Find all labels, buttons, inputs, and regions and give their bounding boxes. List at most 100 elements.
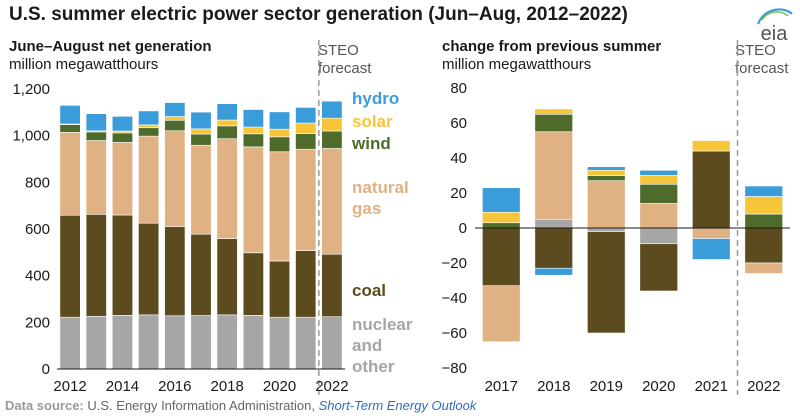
right-bar-2020-coal [639, 243, 678, 292]
right-bar-2019-wind [587, 175, 626, 182]
right-bar-2017-natural-gas [482, 285, 521, 343]
left-bar-2019-solar [242, 126, 264, 135]
right-x-tick-label-2021: 2021 [695, 378, 728, 395]
legend-nuclear-and-other-line-2: and [352, 336, 382, 355]
right-bar-2017-hydro [482, 187, 521, 213]
right-y-tick-label-40: 40 [450, 150, 467, 167]
right-bar-2022-hydro [744, 185, 783, 197]
right-y-tick-label-20: 20 [450, 185, 467, 202]
right-y-tick-label--80: −80 [442, 360, 467, 377]
left-bar-2015-nuclear-and-other [138, 314, 160, 370]
left-bar-2022-nuclear-and-other [321, 316, 343, 370]
left-bar-2015-natural-gas [138, 135, 160, 224]
legend-nuclear-and-other-line-3: other [352, 357, 395, 376]
right-chart-subtitle: change from previous summer [442, 38, 662, 55]
right-bar-2017-coal [482, 227, 521, 287]
right-bar-2019-coal [587, 231, 626, 334]
left-bar-2022-solar [321, 117, 343, 132]
right-x-tick-label-2020: 2020 [642, 378, 675, 395]
left-bar-2018-nuclear-and-other [216, 314, 238, 370]
right-bar-2021-solar [692, 140, 731, 152]
left-bar-2022-coal [321, 253, 343, 318]
left-x-tick-label-2020: 2020 [263, 378, 296, 395]
left-bar-2013-nuclear-and-other [85, 315, 107, 370]
right-chart-ylabel: million megawatthours [442, 56, 592, 73]
left-bar-2015-hydro [138, 110, 160, 126]
left-bar-2019-nuclear-and-other [242, 315, 264, 370]
left-bar-2020-hydro [269, 111, 291, 130]
left-bar-2018-natural-gas [216, 138, 238, 239]
left-bar-2021-nuclear-and-other [295, 316, 317, 370]
footer-source-label: Data source: [5, 398, 84, 413]
left-forecast-label-line-1: STEO [318, 42, 359, 59]
left-forecast-label-line-2: forecast [318, 60, 372, 77]
left-bar-2018-hydro [216, 103, 238, 121]
right-x-tick-label-2017: 2017 [485, 378, 518, 395]
right-forecast-label: STEO forecast [735, 42, 788, 78]
left-bar-2013-natural-gas [85, 140, 107, 215]
right-bar-2018-natural-gas [534, 131, 573, 220]
left-x-tick-label-2014: 2014 [106, 378, 139, 395]
left-y-tick-label-600: 600 [25, 221, 50, 238]
right-bar-2017-solar [482, 211, 521, 224]
left-forecast-label: STEO forecast [318, 42, 371, 78]
left-bar-2015-wind [138, 127, 160, 137]
left-bar-2012-natural-gas [59, 132, 81, 216]
right-y-tick-label--20: −20 [442, 255, 467, 272]
left-bar-2022-natural-gas [321, 148, 343, 255]
right-bar-2018-coal [534, 227, 573, 269]
right-bar-2018-nuclear-and-other [534, 218, 573, 229]
left-bar-2022-wind [321, 130, 343, 149]
left-bar-2012-wind [59, 124, 81, 133]
right-bar-2019-solar [587, 169, 626, 176]
left-bar-2020-nuclear-and-other [269, 316, 291, 370]
left-bar-2019-wind [242, 133, 264, 148]
left-bar-2021-solar [295, 122, 317, 134]
left-bar-2014-coal [111, 214, 133, 316]
left-bar-2015-solar [138, 124, 160, 129]
left-y-tick-label-200: 200 [25, 314, 50, 331]
right-bar-2022-coal [744, 227, 783, 264]
left-x-tick-label-2012: 2012 [53, 378, 86, 395]
right-bar-2017-wind [482, 222, 521, 229]
legend-hydro-line-1: hydro [352, 89, 399, 108]
right-bar-2018-wind [534, 113, 573, 133]
left-bar-2021-natural-gas [295, 148, 317, 251]
left-y-tick-label-1000: 1,000 [12, 128, 50, 145]
left-bar-2017-solar [190, 128, 212, 135]
left-bar-2016-solar [164, 116, 186, 121]
footer-source-text: U.S. Energy Information Administration, [87, 398, 315, 413]
left-y-tick-label-1200: 1,200 [12, 81, 50, 98]
left-bar-2017-natural-gas [190, 144, 212, 235]
left-bar-2019-natural-gas [242, 146, 264, 254]
chart-title: U.S. summer electric power sector genera… [9, 4, 628, 25]
left-bar-2022-hydro [321, 100, 343, 119]
legend-solar-line-1: solar [352, 112, 393, 131]
left-x-tick-label-2018: 2018 [210, 378, 243, 395]
left-bar-2014-natural-gas [111, 142, 133, 216]
right-bar-2021-hydro [692, 238, 731, 260]
left-bar-2018-solar [216, 119, 238, 127]
left-bar-2012-coal [59, 214, 81, 318]
left-y-tick-label-0: 0 [42, 361, 50, 378]
right-x-tick-label-2022: 2022 [747, 378, 780, 395]
left-bar-2021-hydro [295, 107, 317, 124]
left-bar-2018-wind [216, 125, 238, 140]
left-bar-2015-coal [138, 222, 160, 316]
right-y-tick-label-80: 80 [450, 80, 467, 97]
left-x-tick-label-2016: 2016 [158, 378, 191, 395]
left-bar-2021-wind [295, 133, 317, 150]
left-bar-2016-coal [164, 226, 186, 317]
left-bar-2020-natural-gas [269, 151, 291, 262]
left-bar-2013-wind [85, 131, 107, 141]
right-forecast-label-line-2: forecast [735, 60, 789, 77]
right-bar-2019-nuclear-and-other [587, 227, 626, 232]
left-bar-2016-wind [164, 119, 186, 132]
right-x-tick-label-2018: 2018 [537, 378, 570, 395]
left-bar-2016-hydro [164, 102, 186, 117]
left-bar-2017-wind [190, 133, 212, 146]
footer-source-link[interactable]: Short-Term Energy Outlook [318, 398, 477, 413]
left-bar-2020-solar [269, 128, 291, 138]
right-x-tick-label-2019: 2019 [590, 378, 623, 395]
eia-logo: eia [756, 8, 793, 44]
